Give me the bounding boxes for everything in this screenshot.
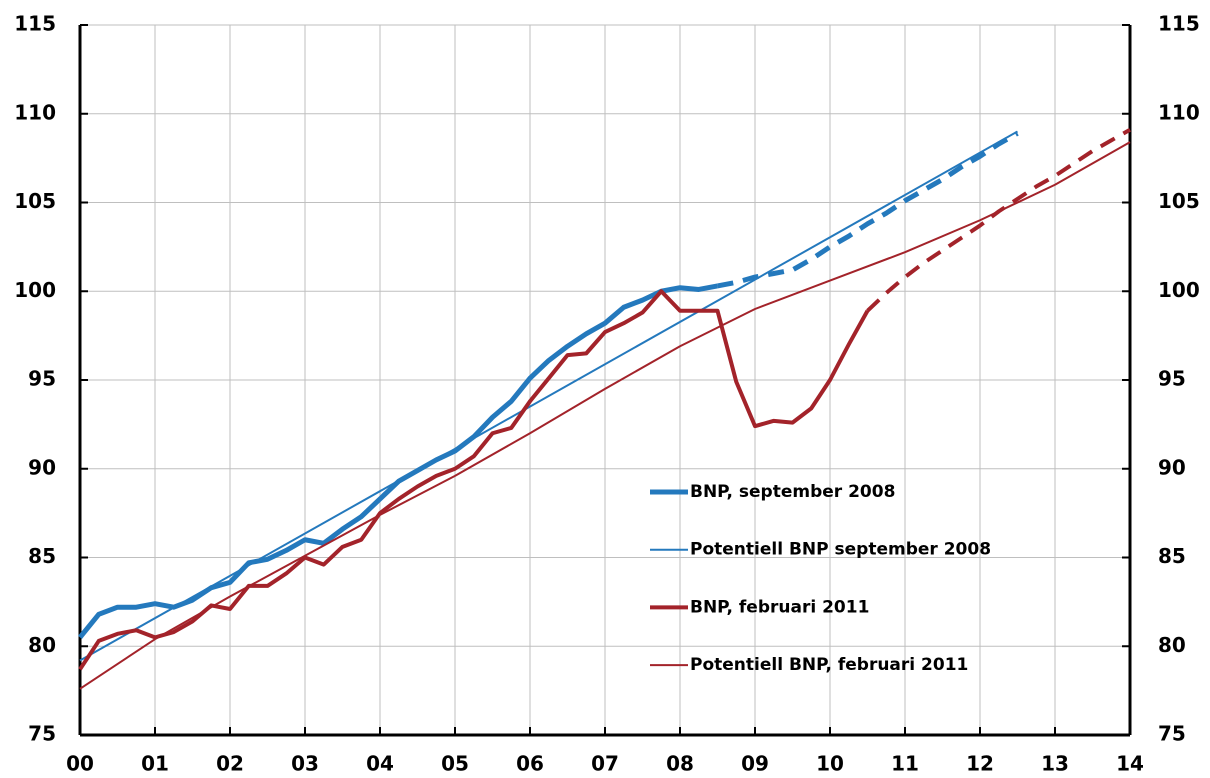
legend-label: BNP, september 2008 (690, 482, 895, 502)
x-tick-label: 08 (666, 752, 694, 776)
y-tick-label: 75 (28, 722, 56, 746)
y2-tick-label: 105 (1158, 189, 1200, 213)
y-tick-label: 105 (14, 189, 56, 213)
legend-label: Potentiell BNP, februari 2011 (690, 655, 968, 675)
y-tick-label: 80 (28, 633, 56, 657)
series-line (866, 127, 1131, 313)
x-tick-label: 06 (516, 752, 544, 776)
series-line (78, 283, 718, 639)
x-tick-label: 07 (591, 752, 619, 776)
x-tick-label: 14 (1116, 752, 1144, 776)
x-tick-label: 11 (891, 752, 919, 776)
y2-tick-label: 100 (1158, 278, 1200, 302)
y-tick-label: 100 (14, 278, 56, 302)
legend-label: BNP, februari 2011 (690, 597, 869, 617)
x-tick-label: 03 (291, 752, 319, 776)
y-tick-label: 115 (14, 12, 56, 36)
y-tick-label: 95 (28, 367, 56, 391)
x-tick-label: 12 (966, 752, 994, 776)
series-line (78, 289, 870, 671)
x-tick-label: 13 (1041, 752, 1069, 776)
y-tick-label: 85 (28, 544, 56, 568)
y2-tick-label: 80 (1158, 633, 1186, 657)
y2-tick-label: 90 (1158, 455, 1186, 479)
y2-tick-label: 110 (1158, 100, 1200, 124)
legend-label: Potentiell BNP september 2008 (690, 540, 991, 560)
x-tick-label: 09 (741, 752, 769, 776)
series-line (717, 131, 1019, 289)
x-tick-label: 00 (66, 752, 94, 776)
x-tick-label: 01 (141, 752, 169, 776)
series-line (79, 130, 1018, 662)
y-tick-label: 90 (28, 455, 56, 479)
y2-tick-label: 75 (1158, 722, 1186, 746)
y2-tick-label: 85 (1158, 544, 1186, 568)
x-tick-label: 10 (816, 752, 844, 776)
series-line (79, 141, 1131, 690)
x-tick-label: 04 (366, 752, 394, 776)
x-tick-label: 05 (441, 752, 469, 776)
y2-tick-label: 115 (1158, 12, 1200, 36)
y2-tick-label: 95 (1158, 367, 1186, 391)
x-tick-label: 02 (216, 752, 244, 776)
y-tick-label: 110 (14, 100, 56, 124)
